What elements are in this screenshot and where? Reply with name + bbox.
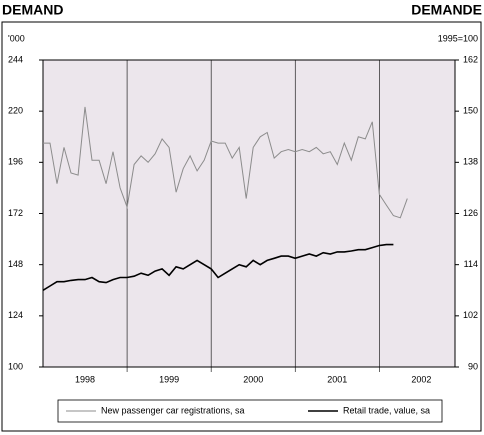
frame (1, 21, 482, 432)
y-tick-label: 148 (8, 259, 23, 269)
y2-tick-label: 102 (463, 310, 478, 320)
y2-unit: 1995=100 (438, 33, 478, 43)
legend-label: New passenger car registrations, sa (101, 405, 245, 415)
x-tick-label: 1999 (159, 374, 179, 384)
x-tick-label: 2000 (243, 374, 263, 384)
title-left: DEMAND (2, 2, 63, 18)
series-line (43, 106, 408, 219)
series-line (42, 243, 394, 291)
y2-tick-label: 126 (463, 208, 478, 218)
plot-area (42, 59, 456, 368)
y-tick-label: 100 (8, 361, 23, 371)
y2-tick-label: 114 (464, 259, 478, 269)
y-tick-label: 196 (8, 157, 23, 167)
x-tick-label: 2001 (327, 374, 347, 384)
legend-label: Retail trade, value, sa (343, 405, 430, 415)
title-right: DEMANDE (411, 2, 482, 18)
y2-tick-label: 150 (463, 106, 478, 116)
x-tick-label: 1998 (75, 374, 95, 384)
y-tick-label: 172 (8, 208, 23, 218)
y2-tick-label: 162 (463, 54, 478, 64)
y-tick-label: 244 (8, 54, 23, 64)
x-tick-label: 2002 (411, 374, 431, 384)
y-tick-label: 124 (8, 310, 23, 320)
y2-tick-label: 138 (463, 157, 478, 167)
y2-tick-label: 90 (468, 361, 478, 371)
y-unit: '000 (8, 33, 25, 43)
legend-box (57, 399, 443, 423)
y-tick-label: 220 (8, 106, 23, 116)
